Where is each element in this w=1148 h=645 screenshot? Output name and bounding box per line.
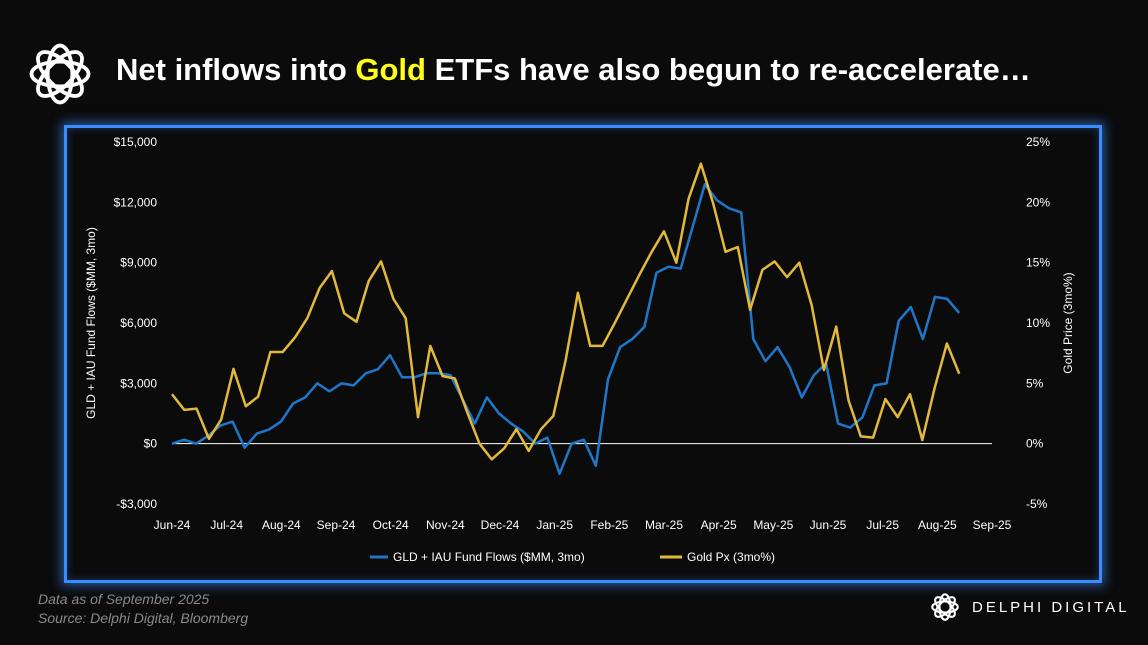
series-line-fund-flows — [171, 182, 961, 476]
x-tick-label: Jun-25 — [810, 518, 847, 532]
series-line-gold-price — [171, 162, 961, 461]
page-title: Net inflows into Gold ETFs have also beg… — [116, 52, 1031, 88]
x-tick-label: Jan-25 — [536, 518, 573, 532]
y-right-tick-label: -5% — [1026, 497, 1048, 511]
y-right-tick-label: 10% — [1026, 316, 1050, 330]
x-tick-label: Dec-24 — [481, 518, 520, 532]
x-tick-label: Nov-24 — [426, 518, 465, 532]
title-highlight: Gold — [355, 52, 426, 87]
y-left-tick-label: -$3,000 — [116, 497, 157, 511]
x-tick-label: Jul-25 — [866, 518, 899, 532]
x-tick-label: May-25 — [753, 518, 793, 532]
x-tick-label: Oct-24 — [373, 518, 409, 532]
x-tick-label: Apr-25 — [701, 518, 737, 532]
data-date-note: Data as of September 2025 — [38, 591, 210, 607]
x-tick-label: Sep-25 — [973, 518, 1012, 532]
brand-name: DELPHI DIGITAL — [972, 598, 1130, 616]
x-tick-label: Aug-25 — [918, 518, 957, 532]
y-left-tick-label: $0 — [144, 437, 158, 451]
brand-mark: DELPHI DIGITAL — [928, 590, 1130, 624]
y-left-tick-label: $9,000 — [120, 256, 157, 270]
x-tick-label: Mar-25 — [645, 518, 683, 532]
y-left-tick-label: $15,000 — [114, 135, 158, 149]
x-tick-label: Feb-25 — [590, 518, 628, 532]
y-right-tick-label: 5% — [1026, 376, 1044, 390]
title-post: ETFs have also begun to re-accelerate… — [425, 52, 1031, 87]
delphi-small-logo-icon — [931, 593, 959, 621]
footnote: Data as of September 2025 Source: Delphi… — [38, 590, 248, 628]
delphi-logo-icon — [29, 43, 91, 105]
y-left-tick-label: $6,000 — [120, 316, 157, 330]
y-left-tick-label: $12,000 — [114, 195, 158, 209]
x-tick-label: Sep-24 — [317, 518, 356, 532]
y-right-tick-label: 0% — [1026, 437, 1044, 451]
y-right-axis-label: Gold Price (3mo%) — [1061, 272, 1075, 373]
x-tick-label: Jul-24 — [210, 518, 243, 532]
y-left-axis-label: GLD + IAU Fund Flows ($MM, 3mo) — [84, 227, 98, 419]
title-pre: Net inflows into — [116, 52, 356, 87]
x-tick-label: Aug-24 — [262, 518, 301, 532]
y-right-tick-label: 15% — [1026, 256, 1050, 270]
y-right-tick-label: 20% — [1026, 195, 1050, 209]
y-right-tick-label: 25% — [1026, 135, 1050, 149]
source-note: Source: Delphi Digital, Bloomberg — [38, 610, 249, 626]
chart-frame — [64, 125, 1102, 583]
x-tick-label: Jun-24 — [154, 518, 191, 532]
y-left-tick-label: $3,000 — [120, 376, 157, 390]
legend-label-gold-price: Gold Px (3mo%) — [687, 550, 775, 564]
legend-label-fund-flows: GLD + IAU Fund Flows ($MM, 3mo) — [393, 550, 585, 564]
